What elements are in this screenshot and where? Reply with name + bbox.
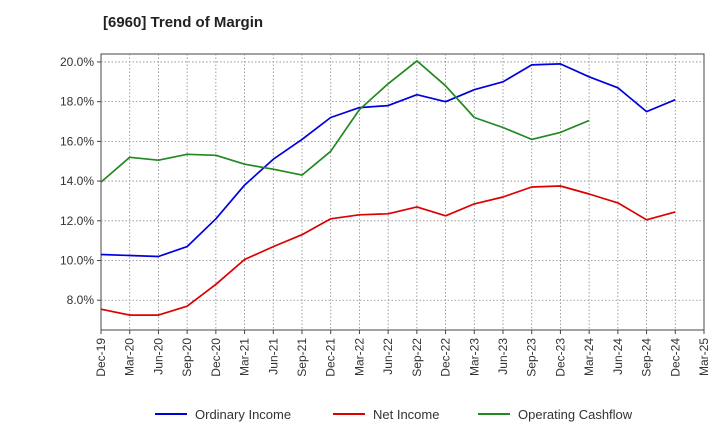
x-tick-label: Jun-22	[381, 338, 395, 375]
x-tick-label: Dec-23	[553, 338, 567, 377]
x-tick-label: Jun-21	[266, 338, 280, 375]
x-tick-label: Jun-23	[496, 338, 510, 375]
x-tick-label: Sep-20	[180, 338, 194, 377]
plot-area	[100, 53, 705, 331]
legend-label-operating-cashflow: Operating Cashflow	[518, 407, 633, 422]
series-line-operating-cashflow	[100, 60, 590, 183]
grid-layer	[101, 54, 704, 330]
x-tick-label: Dec-19	[94, 338, 108, 377]
legend-label-net-income: Net Income	[373, 407, 439, 422]
x-tick-label: Jun-20	[151, 338, 165, 375]
x-tick-label: Mar-21	[238, 338, 252, 376]
legend-label-ordinary-income: Ordinary Income	[195, 407, 291, 422]
x-tick-label: Sep-21	[295, 338, 309, 377]
series-line-net-income	[100, 185, 676, 316]
x-tick-label: Sep-22	[410, 338, 424, 377]
series-line-ordinary-income	[100, 63, 676, 258]
x-tick-label: Dec-22	[439, 338, 453, 377]
x-tick-label: Sep-23	[525, 338, 539, 377]
x-tick-label: Mar-23	[467, 338, 481, 376]
y-axis-ticks: 8.0% 10.0% 12.0% 14.0% 16.0% 18.0% 20.0%	[60, 55, 101, 307]
y-tick-label: 10.0%	[60, 254, 94, 268]
y-tick-label: 8.0%	[67, 293, 95, 307]
x-tick-label: Mar-24	[582, 338, 596, 376]
y-tick-label: 14.0%	[60, 174, 94, 188]
x-tick-label: Mar-25	[697, 338, 711, 376]
x-tick-label: Mar-22	[352, 338, 366, 376]
x-tick-label: Dec-21	[324, 338, 338, 377]
y-tick-label: 12.0%	[60, 214, 94, 228]
legend: Ordinary Income Net Income Operating Cashf…	[155, 407, 633, 422]
x-axis-ticks: Dec-19 Mar-20 Jun-20 Sep-20 Dec-20 Mar-21 Jun-…	[94, 330, 711, 377]
y-tick-label: 18.0%	[60, 95, 94, 109]
x-tick-label: Sep-24	[640, 338, 654, 377]
x-tick-label: Jun-24	[611, 338, 625, 375]
y-tick-label: 16.0%	[60, 134, 94, 148]
y-tick-label: 20.0%	[60, 55, 94, 69]
x-tick-label: Dec-20	[209, 338, 223, 377]
chart-title: [6960] Trend of Margin	[103, 14, 264, 31]
x-tick-label: Dec-24	[668, 338, 682, 377]
x-tick-label: Mar-20	[123, 338, 137, 376]
series-layer	[100, 60, 676, 316]
